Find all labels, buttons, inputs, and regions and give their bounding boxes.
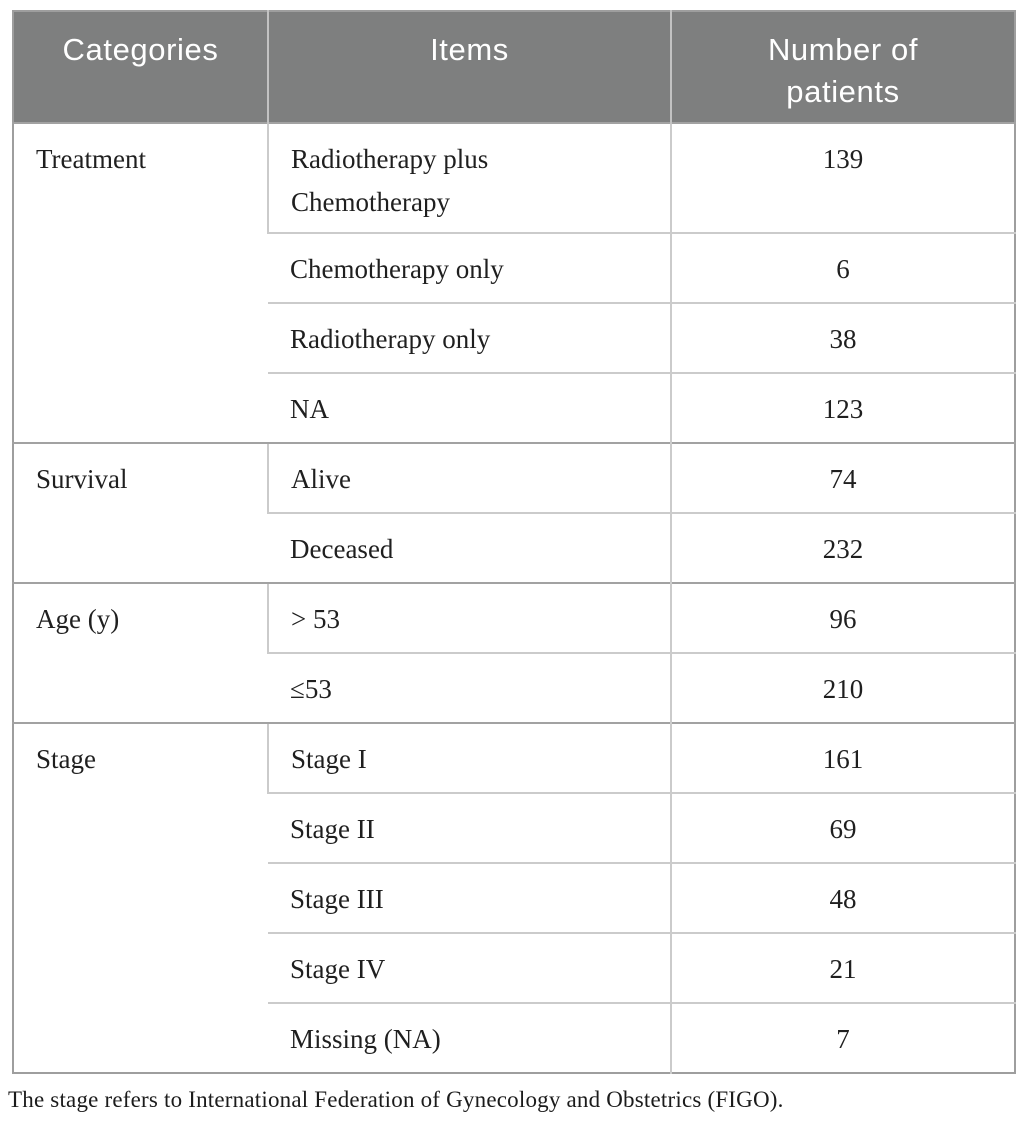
table-footnote: The stage refers to International Federa… — [8, 1087, 784, 1112]
header-categories-label: Categories — [62, 32, 219, 67]
header-row: Categories Items Number of patients — [13, 11, 1015, 123]
table-row: Deceased 232 — [13, 512, 1015, 583]
item-cell: NA — [268, 372, 671, 443]
value-cell: 69 — [670, 792, 1015, 863]
item-cell: ≤53 — [268, 652, 671, 723]
value-cell: 6 — [670, 232, 1015, 303]
category-cell-survival: Survival — [13, 442, 268, 583]
patient-summary-table: Categories Items Number of patients Trea… — [12, 10, 1016, 1074]
table-row: Stage Stage I 161 — [13, 722, 1015, 1073]
value-cell: 21 — [670, 932, 1015, 1003]
category-cell-treatment: Treatment — [13, 122, 268, 443]
item-cell: Stage I — [267, 722, 671, 793]
item-cell: Stage II — [268, 792, 671, 863]
value-cell: 161 — [670, 722, 1015, 793]
table-row: Missing (NA) 7 — [13, 1002, 1015, 1073]
value-cell: 123 — [670, 372, 1015, 443]
value-cell: 38 — [670, 302, 1015, 373]
value-cell: 96 — [670, 582, 1015, 653]
table-row: NA 123 — [13, 372, 1015, 443]
category-cell-stage: Stage — [13, 722, 268, 1073]
item-cell: Missing (NA) — [268, 1002, 671, 1073]
table-row: Chemotherapy only 6 — [13, 232, 1015, 303]
item-cell: Chemotherapy only — [268, 232, 671, 303]
header-categories: Categories — [13, 11, 268, 123]
value-cell: 48 — [670, 862, 1015, 933]
value-cell: 7 — [670, 1002, 1015, 1073]
item-cell: Stage III — [268, 862, 671, 933]
item-cell: Alive — [267, 442, 671, 513]
table-row: Stage IV 21 — [13, 932, 1015, 1003]
value-cell: 232 — [670, 512, 1015, 583]
item-cell: Radiotherapy plus Chemotherapy — [267, 122, 671, 233]
table-row: ≤53 210 — [13, 652, 1015, 723]
value-cell: 139 — [670, 122, 1015, 233]
value-cell: 74 — [670, 442, 1015, 513]
item-cell: Radiotherapy only — [268, 302, 671, 373]
page: Categories Items Number of patients Trea… — [0, 10, 1026, 1128]
header-items-label: Items — [430, 32, 509, 67]
header-items: Items — [267, 11, 671, 123]
table-row: Stage III 48 — [13, 862, 1015, 933]
item-cell: Stage IV — [268, 932, 671, 1003]
item-cell: Deceased — [268, 512, 671, 583]
header-number-of-patients-label: Number of patients — [767, 32, 919, 109]
table-row: Treatment Radiotherapy plus Chemotherapy… — [13, 122, 1015, 443]
table-row: Radiotherapy only 38 — [13, 302, 1015, 373]
header-number-of-patients: Number of patients — [670, 11, 1015, 123]
table-row: Survival Alive 74 — [13, 442, 1015, 583]
value-cell: 210 — [670, 652, 1015, 723]
table-row: Stage II 69 — [13, 792, 1015, 863]
category-cell-age: Age (y) — [13, 582, 268, 723]
item-cell: > 53 — [267, 582, 671, 653]
table-row: Age (y) > 53 96 — [13, 582, 1015, 723]
